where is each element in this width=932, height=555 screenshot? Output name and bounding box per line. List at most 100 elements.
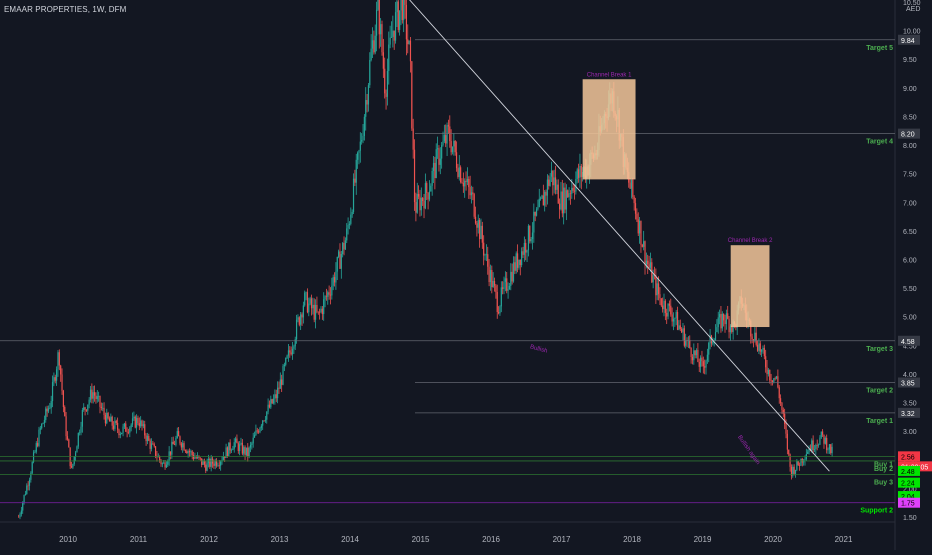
candle-body bbox=[179, 436, 181, 444]
candle-body bbox=[65, 416, 67, 437]
candle-body bbox=[643, 241, 645, 247]
candle-body bbox=[808, 448, 810, 452]
candle-body bbox=[348, 223, 351, 225]
candle-body bbox=[423, 200, 425, 209]
candle-body bbox=[668, 303, 671, 306]
candle-body bbox=[371, 40, 374, 49]
candle-body bbox=[428, 191, 431, 200]
candle-body bbox=[644, 241, 646, 265]
candle-body bbox=[576, 169, 578, 180]
candle-body bbox=[279, 379, 281, 389]
candle-body bbox=[723, 313, 725, 321]
candle-body bbox=[343, 242, 345, 250]
candle-body bbox=[531, 232, 534, 239]
candle-body bbox=[409, 40, 412, 62]
candle-body bbox=[515, 253, 517, 271]
candle-body bbox=[721, 313, 723, 329]
candle-body bbox=[497, 312, 500, 314]
x-tick-label: 2013 bbox=[271, 535, 289, 544]
candle-body bbox=[418, 193, 420, 197]
level-label: Target 5 bbox=[866, 45, 893, 52]
candle-body bbox=[53, 377, 55, 383]
candle-body bbox=[640, 220, 642, 245]
candle-body bbox=[820, 431, 822, 438]
channel-break-label: Channel Break 2 bbox=[728, 238, 773, 244]
candle-body bbox=[752, 339, 755, 341]
candle-body bbox=[468, 178, 470, 188]
candle-body bbox=[518, 259, 520, 268]
candle-body bbox=[439, 158, 441, 165]
candle-body bbox=[213, 463, 215, 466]
candle-body bbox=[781, 402, 783, 410]
candle-body bbox=[19, 514, 21, 518]
trendline bbox=[409, 0, 830, 472]
candle-body bbox=[35, 443, 37, 452]
candle-body bbox=[332, 277, 334, 286]
y-tick-label: 9.50 bbox=[903, 57, 917, 64]
candle-body bbox=[236, 438, 238, 444]
candle-body bbox=[81, 410, 83, 427]
candle-body bbox=[705, 360, 707, 368]
candle-body bbox=[415, 202, 417, 213]
candle-body bbox=[182, 443, 184, 448]
candle-body bbox=[256, 430, 258, 432]
candle-body bbox=[316, 304, 318, 312]
candle-body bbox=[389, 37, 391, 45]
candle-body bbox=[175, 437, 177, 445]
candle-body bbox=[171, 441, 173, 455]
candle-body bbox=[698, 361, 700, 367]
candle-body bbox=[487, 254, 489, 267]
candle-body bbox=[167, 461, 169, 465]
candle-body bbox=[39, 428, 41, 430]
candle-body bbox=[660, 298, 662, 306]
candle-body bbox=[656, 283, 658, 296]
candle-body bbox=[106, 412, 108, 424]
candle-body bbox=[183, 443, 185, 451]
candle-body bbox=[224, 456, 226, 458]
candle-body bbox=[283, 364, 285, 367]
candle-body bbox=[191, 451, 193, 456]
candle-body bbox=[180, 443, 182, 448]
candle-body bbox=[188, 451, 191, 453]
candle-body bbox=[99, 395, 101, 407]
candle-body bbox=[298, 317, 300, 325]
candle-body bbox=[377, 0, 379, 10]
candle-body bbox=[150, 443, 153, 449]
candle-body bbox=[272, 398, 275, 404]
candle-body bbox=[544, 191, 546, 206]
candle-body bbox=[405, 4, 407, 40]
x-tick-label: 2014 bbox=[341, 535, 359, 544]
candle-body bbox=[770, 380, 772, 381]
candle-body bbox=[441, 145, 443, 159]
candle-body bbox=[675, 311, 677, 319]
candle-body bbox=[56, 369, 58, 381]
candle-body bbox=[479, 220, 481, 240]
candle-body bbox=[346, 228, 348, 241]
candle-body bbox=[831, 446, 833, 454]
candle-body bbox=[259, 427, 261, 433]
candle-body bbox=[502, 287, 504, 289]
candle-body bbox=[62, 390, 64, 407]
candle-body bbox=[136, 417, 138, 428]
candle-body bbox=[186, 451, 188, 454]
candle-body bbox=[637, 219, 639, 234]
candle-body bbox=[85, 409, 88, 411]
candle-body bbox=[126, 431, 128, 433]
candle-body bbox=[657, 283, 660, 295]
candle-body bbox=[480, 225, 482, 240]
candle-body bbox=[704, 366, 706, 368]
candle-body bbox=[461, 182, 463, 184]
candle-body bbox=[514, 262, 516, 271]
candle-body bbox=[432, 162, 435, 171]
candle-body bbox=[537, 207, 539, 210]
candle-body bbox=[563, 187, 565, 214]
candle-body bbox=[270, 399, 272, 408]
candle-body bbox=[305, 292, 307, 293]
candle-body bbox=[49, 407, 51, 409]
candle-body bbox=[788, 449, 790, 455]
candle-body bbox=[117, 422, 119, 430]
price-tag-bg bbox=[898, 491, 920, 502]
candle-body bbox=[426, 183, 428, 193]
